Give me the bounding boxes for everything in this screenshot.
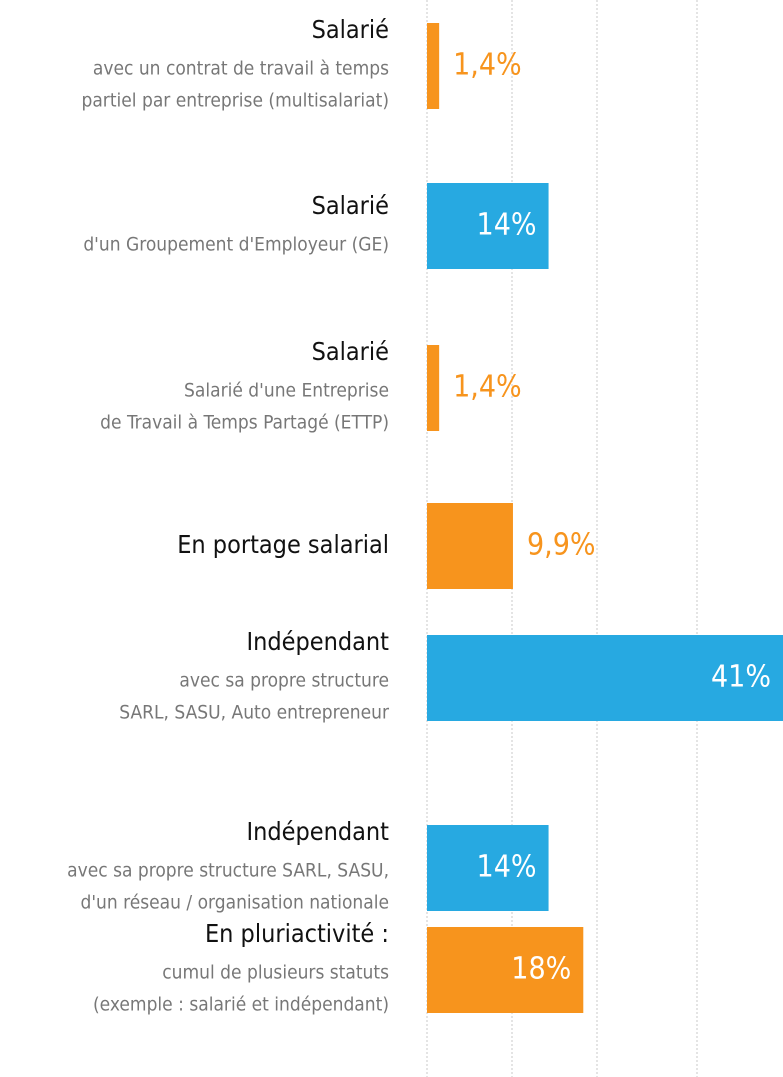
value-label: 41% xyxy=(711,660,771,695)
value-label: 14% xyxy=(477,208,537,243)
category-title: Indépendant xyxy=(246,627,389,656)
bar xyxy=(427,345,440,431)
category-subtitle: Salarié d'une Entreprise xyxy=(184,380,389,402)
category-title: En portage salarial xyxy=(177,530,389,559)
value-label: 1,4% xyxy=(453,48,522,83)
category-title: Indépendant xyxy=(246,817,389,846)
category-subtitle: avec un contrat de travail à temps xyxy=(93,58,389,80)
category-title: Salarié xyxy=(312,191,389,220)
value-label: 9,9% xyxy=(527,528,596,563)
category-subtitle: partiel par entreprise (multisalariat) xyxy=(81,90,389,112)
value-label: 14% xyxy=(477,850,537,885)
category-subtitle: cumul de plusieurs statuts xyxy=(162,962,389,984)
category-subtitle: d'un réseau / organisation nationale xyxy=(80,892,389,914)
category-subtitle: de Travail à Temps Partagé (ETTP) xyxy=(100,412,389,434)
category-title: En pluriactivité : xyxy=(205,919,389,948)
category-subtitle: SARL, SASU, Auto entrepreneur xyxy=(119,702,390,724)
bar xyxy=(427,183,549,269)
category-title: Salarié xyxy=(312,337,389,366)
bar xyxy=(427,927,584,1013)
bar xyxy=(427,23,440,109)
category-subtitle: (exemple : salarié et indépendant) xyxy=(93,994,389,1016)
bar xyxy=(427,825,549,911)
category-subtitle: d'un Groupement d'Employeur (GE) xyxy=(83,234,389,256)
value-label: 1,4% xyxy=(453,370,522,405)
category-title: Salarié xyxy=(312,15,389,44)
value-label: 18% xyxy=(511,952,571,987)
category-subtitle: avec sa propre structure SARL, SASU, xyxy=(67,860,389,882)
category-subtitle: avec sa propre structure xyxy=(179,670,389,692)
bar xyxy=(427,503,513,589)
bar xyxy=(427,635,783,721)
